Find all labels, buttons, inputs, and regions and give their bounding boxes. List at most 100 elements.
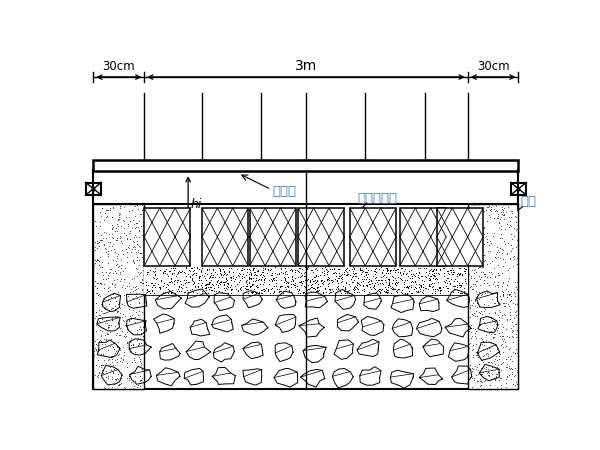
Point bbox=[492, 370, 502, 377]
Point bbox=[490, 376, 500, 383]
Point bbox=[269, 287, 279, 294]
Point bbox=[493, 299, 503, 306]
Point bbox=[133, 334, 143, 342]
Point bbox=[119, 291, 128, 298]
Point bbox=[136, 339, 146, 346]
Point bbox=[478, 341, 487, 348]
Point bbox=[459, 289, 469, 297]
Point bbox=[208, 274, 217, 281]
Point bbox=[143, 285, 152, 292]
Point bbox=[100, 216, 109, 224]
Point bbox=[221, 275, 231, 282]
Point bbox=[288, 276, 298, 284]
Point bbox=[115, 346, 124, 353]
Point bbox=[361, 269, 371, 276]
Point bbox=[470, 266, 479, 274]
Point bbox=[92, 284, 102, 291]
Point bbox=[477, 310, 487, 317]
Point bbox=[202, 271, 212, 278]
Point bbox=[98, 302, 107, 309]
Point bbox=[95, 311, 104, 319]
Point bbox=[223, 289, 233, 297]
Point bbox=[394, 285, 403, 292]
Point bbox=[187, 271, 197, 278]
Point bbox=[155, 284, 165, 291]
Point bbox=[208, 274, 218, 281]
Point bbox=[509, 232, 519, 239]
Point bbox=[242, 281, 252, 288]
Point bbox=[481, 339, 490, 346]
Point bbox=[401, 270, 411, 277]
Point bbox=[105, 337, 115, 344]
Point bbox=[109, 304, 118, 311]
Point bbox=[334, 273, 344, 280]
Point bbox=[204, 274, 214, 281]
Point bbox=[244, 290, 253, 297]
Point bbox=[449, 283, 459, 290]
Point bbox=[173, 287, 182, 294]
Point bbox=[137, 276, 147, 284]
Point bbox=[319, 277, 329, 284]
Point bbox=[350, 283, 359, 290]
Point bbox=[379, 272, 388, 279]
Point bbox=[280, 265, 290, 272]
Point bbox=[312, 287, 322, 294]
Point bbox=[476, 228, 486, 235]
Point bbox=[121, 384, 130, 392]
Point bbox=[448, 288, 457, 295]
Point bbox=[478, 346, 487, 353]
Point bbox=[476, 378, 485, 385]
Point bbox=[466, 238, 475, 245]
Point bbox=[293, 290, 303, 297]
Point bbox=[490, 272, 499, 279]
Point bbox=[136, 250, 146, 257]
Point bbox=[402, 289, 412, 297]
Point bbox=[419, 277, 429, 284]
Point bbox=[495, 374, 505, 381]
Point bbox=[492, 248, 502, 256]
Point bbox=[284, 287, 294, 294]
Point bbox=[300, 289, 310, 296]
Point bbox=[428, 272, 437, 279]
Point bbox=[458, 279, 467, 286]
Point bbox=[486, 289, 496, 297]
Point bbox=[385, 282, 395, 289]
Point bbox=[234, 272, 244, 279]
Point bbox=[130, 213, 140, 220]
Point bbox=[303, 264, 313, 271]
Point bbox=[109, 276, 119, 283]
Point bbox=[307, 275, 316, 283]
Point bbox=[481, 365, 490, 373]
Point bbox=[259, 275, 269, 283]
Point bbox=[473, 366, 483, 373]
Point bbox=[173, 276, 182, 283]
Point bbox=[411, 288, 421, 295]
Point bbox=[125, 346, 134, 353]
Point bbox=[460, 269, 469, 276]
Point bbox=[509, 288, 518, 295]
Bar bbox=[94, 204, 144, 389]
Point bbox=[346, 275, 356, 283]
Point bbox=[222, 276, 232, 283]
Point bbox=[219, 285, 229, 292]
Point bbox=[238, 270, 248, 277]
Point bbox=[508, 333, 517, 340]
Point bbox=[134, 262, 144, 269]
Point bbox=[149, 289, 159, 297]
Point bbox=[411, 270, 421, 277]
Point bbox=[242, 266, 252, 273]
Point bbox=[113, 301, 123, 308]
Point bbox=[172, 276, 182, 284]
Point bbox=[487, 205, 496, 212]
Point bbox=[113, 382, 123, 389]
Point bbox=[352, 282, 362, 289]
Bar bbox=[350, 208, 396, 266]
Point bbox=[134, 353, 143, 360]
Point bbox=[95, 326, 105, 333]
Point bbox=[505, 265, 514, 272]
Point bbox=[284, 286, 294, 293]
Point bbox=[479, 307, 489, 315]
Point bbox=[248, 288, 258, 295]
Point bbox=[395, 274, 405, 281]
Point bbox=[188, 278, 197, 285]
